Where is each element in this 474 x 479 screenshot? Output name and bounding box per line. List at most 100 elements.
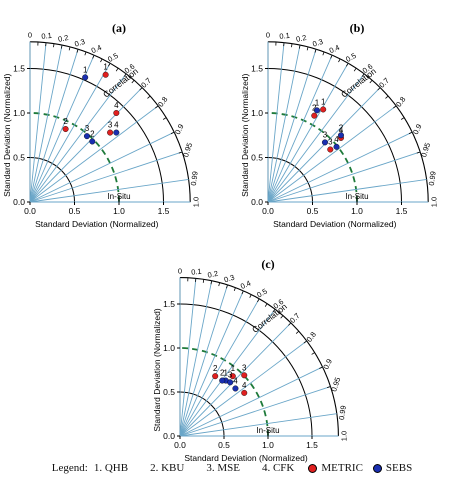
sebs-point-label: 4 [334, 135, 339, 144]
correlation-ray [179, 298, 260, 437]
correlation-minor-tick [385, 95, 389, 99]
correlation-ray [29, 42, 47, 203]
sebs-point-label: 3 [85, 124, 90, 133]
correlation-tick-label: 0.2 [57, 33, 69, 44]
correlation-minor-tick [408, 131, 413, 135]
correlation-ray [179, 290, 244, 437]
correlation-minor-tick [92, 55, 95, 59]
outer-arc [179, 277, 339, 437]
correlation-tick-label: 0.3 [311, 37, 324, 49]
correlation-tick-label: 0.99 [337, 405, 348, 421]
sebs-point-label: 2 [90, 129, 95, 138]
sebs-point [113, 129, 120, 136]
sebs-point-label: 1 [315, 98, 320, 107]
correlation-tick-label: 0 [266, 31, 270, 40]
correlation-ray [267, 63, 349, 203]
correlation-tick-label: 0.1 [191, 267, 202, 277]
taylor-panel-1: 0 0.1 0.2 0.30.40.50.60.70.80.90.950.991.0C… [2, 21, 200, 229]
sebs-marker-icon [372, 463, 382, 473]
correlation-ray [29, 63, 111, 203]
x-tick-label: 1.0 [113, 206, 125, 216]
correlation-minor-tick [60, 44, 63, 49]
correlation-tick-label: 1.0 [340, 431, 349, 441]
correlation-ray [267, 54, 333, 203]
reference-label: In-Situ [345, 192, 368, 201]
legend-item-cfk: 4. CFK [261, 462, 295, 474]
metric-marker-icon [308, 463, 318, 473]
correlation-tick-label: 0.3 [73, 37, 86, 49]
legend-method-sebs-label: SEBS [385, 462, 413, 474]
x-axis-title: Standard Deviation (Normalized) [273, 219, 396, 229]
correlation-ray [179, 386, 331, 437]
correlation-ray [267, 42, 285, 203]
correlation-minor-tick [100, 58, 103, 63]
metric-point [311, 112, 318, 119]
x-tick-label: 1.5 [158, 206, 170, 216]
correlation-tick-label: 0.8 [305, 330, 318, 344]
metric-point-label: 2 [312, 104, 317, 113]
metric-point [241, 389, 248, 396]
y-tick-label: 1.5 [163, 299, 175, 309]
correlation-ray [179, 322, 292, 437]
correlation-tick-label: 0.9 [321, 357, 334, 370]
correlation-minor-tick [147, 95, 151, 99]
correlation-minor-tick [107, 63, 111, 67]
y-tick-label: 1.0 [251, 108, 263, 118]
x-tick-label: 0.0 [174, 440, 186, 450]
correlation-ray [29, 105, 159, 203]
correlation-minor-tick [416, 151, 421, 154]
outer-arc [29, 41, 191, 203]
y-tick-label: 0.5 [13, 153, 25, 163]
metric-point [320, 106, 327, 113]
correlation-ray [29, 44, 63, 203]
legend-method-metric-label: METRIC [321, 462, 363, 474]
correlation-minor-tick [178, 151, 183, 154]
metric-point [229, 373, 236, 380]
correlation-tick-label: 0 [178, 266, 182, 275]
correlation-minor-tick [280, 315, 284, 319]
x-tick-label: 1.0 [262, 440, 274, 450]
correlation-minor-tick [295, 330, 300, 334]
correlation-minor-tick [319, 366, 323, 369]
sebs-point [227, 379, 234, 386]
metric-point-label: 4 [242, 381, 247, 390]
legend-item-mse: 3. MSE [206, 462, 240, 474]
y-axis-title: Standard Deviation (Normalized) [240, 73, 250, 196]
correlation-tick-label: 1.0 [191, 197, 200, 207]
sebs-point-label: 3 [323, 130, 328, 139]
sebs-point [321, 139, 328, 146]
metric-point [102, 71, 109, 78]
correlation-minor-tick [84, 51, 87, 56]
correlation-minor-tick [53, 43, 55, 48]
sebs-point [232, 385, 239, 392]
correlation-minor-tick [327, 386, 331, 389]
correlation-minor-tick [76, 49, 79, 53]
panel-label: (c) [261, 257, 274, 271]
correlation-tick-label: 0.99 [427, 171, 438, 187]
correlation-ray [179, 340, 307, 437]
correlation-minor-tick [123, 73, 127, 77]
correlation-minor-tick [306, 46, 309, 51]
correlation-ray [179, 413, 337, 437]
correlation-ray [29, 151, 183, 203]
x-tick-label: 1.0 [351, 206, 363, 216]
sebs-point-label: 2 [339, 123, 344, 132]
metric-point-label: 1 [103, 63, 108, 72]
std-arc [29, 68, 164, 203]
correlation-minor-tick [155, 105, 159, 109]
sebs-point [82, 74, 89, 81]
correlation-minor-tick [288, 322, 292, 326]
correlation-ray [29, 87, 143, 203]
correlation-tick-label: 0.5 [255, 287, 269, 300]
x-tick-label: 0.5 [69, 206, 81, 216]
x-tick-label: 0.0 [24, 206, 36, 216]
x-tick-label: 1.5 [306, 440, 318, 450]
sebs-point [83, 133, 90, 140]
correlation-minor-tick [264, 303, 268, 307]
correlation-tick-label: 0.1 [279, 31, 290, 41]
correlation-minor-tick [202, 279, 205, 283]
correlation-tick-label: 0.3 [223, 273, 236, 285]
correlation-tick-label: 0.9 [173, 123, 186, 136]
y-tick-label: 0.0 [163, 431, 175, 441]
